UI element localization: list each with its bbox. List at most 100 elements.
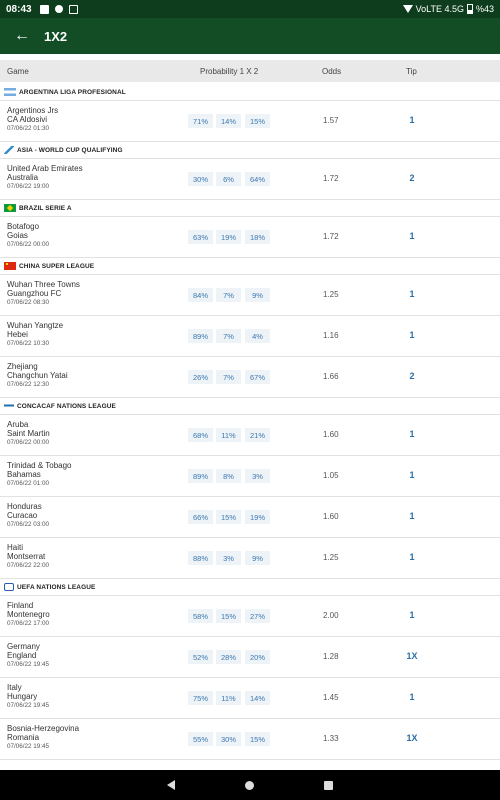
match-row[interactable]: Aruba Saint Martin 07/06/22 00:00 68% 11% 21%…	[0, 415, 500, 456]
app-notification-icon	[68, 4, 78, 14]
away-team: Montenegro	[7, 610, 50, 619]
home-team: Haiti	[7, 543, 24, 552]
match-list[interactable]: ARGENTINA LIGA PROFESIONAL Argentinos Jrs…	[0, 84, 500, 760]
match-row[interactable]: Bosnia-Herzegovina Romania 07/06/22 19:45 5…	[0, 719, 500, 760]
match-row[interactable]: Italy Hungary 07/06/22 19:45 75% 11% 14% 1.45 1	[0, 678, 500, 719]
home-team: Wuhan Yangtze	[7, 321, 64, 330]
prob-draw: 6%	[216, 172, 241, 186]
home-team: Italy	[7, 683, 22, 692]
prob-away: 3%	[245, 469, 270, 483]
network-label: VoLTE 4.5G	[415, 4, 464, 14]
away-team: England	[7, 651, 37, 660]
match-row[interactable]: Wuhan Yangtze Hebei 07/06/22 10:30 89% 7% 4% 1…	[0, 316, 500, 357]
prob-away: 9%	[245, 551, 270, 565]
prob-away: 14%	[245, 691, 270, 705]
prob-home: 88%	[188, 551, 213, 565]
match-tip: 1	[409, 330, 415, 340]
league-header: ARGENTINA LIGA PROFESIONAL	[0, 84, 500, 101]
battery-label: %43	[475, 4, 494, 14]
prob-home: 66%	[188, 510, 213, 524]
prob-away: 21%	[245, 428, 270, 442]
back-arrow-icon[interactable]: ←	[14, 27, 30, 44]
status-time: 08:43	[6, 3, 32, 15]
league-header: CHINA SUPER LEAGUE	[0, 258, 500, 275]
match-tip: 2	[409, 371, 415, 381]
prob-away: 9%	[245, 288, 270, 302]
prob-home: 58%	[188, 609, 213, 623]
match-tip: 2	[409, 173, 415, 183]
prob-home: 89%	[188, 329, 213, 343]
wifi-icon	[402, 5, 413, 13]
match-tip: 1	[409, 552, 415, 562]
home-team: Trinidad & Tobago	[7, 461, 72, 470]
match-row[interactable]: Trinidad & Tobago Bahamas 07/06/22 01:00 89…	[0, 456, 500, 497]
match-tip: 1	[409, 289, 415, 299]
match-odds: 1.28	[323, 652, 339, 661]
nav-home-icon[interactable]	[245, 780, 254, 790]
match-date: 07/06/22 22:00	[7, 562, 50, 569]
league-flag-icon	[4, 146, 14, 154]
prob-home: 52%	[188, 650, 213, 664]
prob-away: 4%	[245, 329, 270, 343]
image-notification-icon	[39, 4, 49, 14]
table-header: Game Probability 1 X 2 Odds Tip	[0, 60, 500, 82]
match-date: 07/06/22 08:30	[7, 299, 50, 306]
home-team: Germany	[7, 642, 40, 651]
match-tip: 1	[409, 231, 415, 241]
match-date: 07/06/22 01:00	[7, 480, 50, 487]
match-odds: 1.72	[323, 174, 339, 183]
match-date: 07/06/22 00:00	[7, 439, 50, 446]
match-tip: 1	[409, 511, 415, 521]
match-date: 07/06/22 17:00	[7, 620, 50, 627]
home-team: Finland	[7, 601, 34, 610]
match-row[interactable]: Botafogo Goias 07/06/22 00:00 63% 19% 18% 1.72…	[0, 217, 500, 258]
match-row[interactable]: Finland Montenegro 07/06/22 17:00 58% 15% 27%…	[0, 596, 500, 637]
nav-back-icon[interactable]	[167, 780, 175, 790]
match-row[interactable]: Argentinos Jrs CA Aldosivi 07/06/22 01:30 7…	[0, 101, 500, 142]
prob-home: 84%	[188, 288, 213, 302]
match-odds: 1.45	[323, 693, 339, 702]
nav-recents-icon[interactable]	[324, 780, 333, 790]
match-date: 07/06/22 10:30	[7, 340, 50, 347]
match-row[interactable]: Zhejiang Changchun Yatai 07/06/22 12:30 26%…	[0, 357, 500, 398]
away-team: Bahamas	[7, 470, 41, 479]
status-bar: 08:43 VoLTE 4.5G %43	[0, 0, 500, 18]
match-row[interactable]: United Arab Emirates Australia 07/06/22 19…	[0, 159, 500, 200]
match-tip: 1X	[406, 733, 418, 743]
prob-draw: 30%	[216, 732, 241, 746]
league-name: BRAZIL SERIE A	[19, 204, 72, 212]
league-flag-icon	[4, 204, 16, 212]
match-odds: 2.00	[323, 611, 339, 620]
match-row[interactable]: Germany England 07/06/22 19:45 52% 28% 20% 1.2…	[0, 637, 500, 678]
away-team: Australia	[7, 173, 39, 182]
match-row[interactable]: Honduras Curacao 07/06/22 03:00 66% 15% 19% 1.…	[0, 497, 500, 538]
away-team: Hungary	[7, 692, 38, 701]
away-team: CA Aldosivi	[7, 115, 48, 124]
match-tip: 1	[409, 429, 415, 439]
league-flag-icon	[4, 402, 14, 410]
match-date: 07/06/22 19:45	[7, 743, 50, 750]
column-probability: Probability 1 X 2	[200, 66, 259, 76]
battery-icon	[466, 4, 473, 14]
prob-away: 27%	[245, 609, 270, 623]
home-team: Botafogo	[7, 222, 40, 231]
away-team: Hebei	[7, 330, 28, 339]
match-odds: 1.60	[323, 512, 339, 521]
home-team: Wuhan Three Towns	[7, 280, 80, 289]
prob-away: 15%	[245, 114, 270, 128]
away-team: Montserrat	[7, 552, 46, 561]
match-date: 07/06/22 19:45	[7, 702, 50, 709]
match-tip: 1X	[406, 651, 418, 661]
match-odds: 1.60	[323, 430, 339, 439]
prob-draw: 14%	[216, 114, 241, 128]
league-name: UEFA NATIONS LEAGUE	[17, 583, 96, 591]
league-flag-icon	[4, 88, 16, 96]
match-tip: 1	[409, 692, 415, 702]
home-team: Honduras	[7, 502, 42, 511]
match-row[interactable]: Haiti Montserrat 07/06/22 22:00 88% 3% 9% 1.25…	[0, 538, 500, 579]
match-row[interactable]: Wuhan Three Towns Guangzhou FC 07/06/22 08…	[0, 275, 500, 316]
match-date: 07/06/22 19:45	[7, 661, 50, 668]
match-odds: 1.72	[323, 232, 339, 241]
home-team: United Arab Emirates	[7, 164, 83, 173]
prob-draw: 11%	[216, 428, 241, 442]
